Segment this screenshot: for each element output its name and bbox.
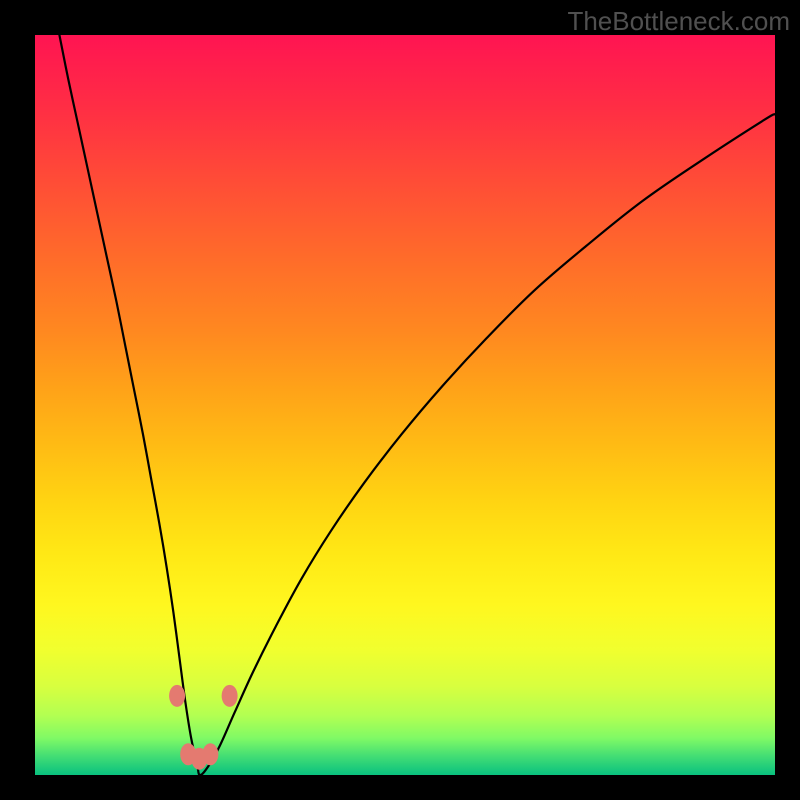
watermark-text: TheBottleneck.com bbox=[567, 6, 790, 37]
plot-area bbox=[35, 35, 775, 775]
curve-marker-4 bbox=[222, 685, 238, 707]
chart-root: TheBottleneck.com bbox=[0, 0, 800, 800]
chart-svg bbox=[35, 35, 775, 775]
curve-marker-3 bbox=[202, 743, 218, 765]
gradient-background bbox=[35, 35, 775, 775]
curve-marker-0 bbox=[169, 685, 185, 707]
